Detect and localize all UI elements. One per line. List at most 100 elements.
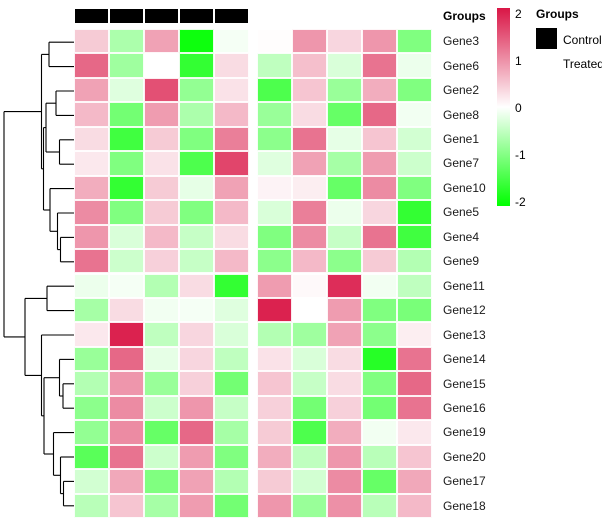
heatmap-cell [109,346,144,372]
heatmap-cell [397,224,432,250]
heatmap-cell [257,102,292,127]
heatmap-cell [214,273,249,298]
annotation-cell-control [109,8,144,24]
heatmap-cell [109,371,144,396]
heatmap-cell [397,420,432,445]
row-label-gene9: Gene9 [443,254,480,269]
treated-swatch [536,52,557,73]
heatmap-cell [397,469,432,494]
scale-tick-1: 1 [515,54,522,68]
heatmap-cell [257,493,292,518]
heatmap-cell [214,200,249,225]
heatmap-cell [257,444,292,470]
heatmap-cell [327,444,362,470]
heatmap-cell [179,77,214,103]
heatmap-cell [257,249,292,274]
heatmap-cell [74,322,109,347]
heatmap-cell [109,469,144,494]
heatmap-cell [179,444,214,470]
heatmap-cell [179,420,214,445]
heatmap-cell [292,77,327,103]
heatmap-cell [362,200,397,225]
heatmap-cell [214,151,249,176]
heatmap-cell [109,297,144,323]
annotation-cell-control [214,8,249,24]
heatmap-cell [327,77,362,103]
heatmap-cell [179,346,214,372]
heatmap-cell [179,29,214,54]
heatmap-cell [257,29,292,54]
heatmap-cell [362,395,397,421]
heatmap-cell [292,469,327,494]
row-label-gene12: Gene12 [443,303,486,318]
heatmap-cell [144,420,179,445]
heatmap-cell [214,29,249,54]
heatmap-cell [179,200,214,225]
heatmap-cell [257,224,292,250]
heatmap-cell [109,151,144,176]
heatmap-cell [179,469,214,494]
annotation-cell-control [179,8,214,24]
row-label-gene13: Gene13 [443,327,486,342]
heatmap-cell [362,29,397,54]
row-dendrogram [3,41,74,507]
heatmap-cell [74,77,109,103]
heatmap-cell [362,297,397,323]
heatmap-cell [109,29,144,54]
heatmap-cell [327,493,362,518]
heatmap-cell [362,53,397,78]
heatmap-cell [327,151,362,176]
row-label-gene20: Gene20 [443,449,486,464]
heatmap-cell [327,346,362,372]
heatmap-cell [327,102,362,127]
heatmap-cell [109,249,144,274]
heatmap-cell [144,249,179,274]
heatmap-cell [397,53,432,78]
heatmap-cell [214,297,249,323]
heatmap-cell [109,444,144,470]
heatmap-cell [214,249,249,274]
heatmap-cell [144,469,179,494]
annotation-cell-treated [257,8,292,24]
heatmap-cell [327,249,362,274]
heatmap-cell [109,395,144,421]
heatmap-cell [362,322,397,347]
heatmap-cell [327,175,362,201]
heatmap-cell [109,77,144,103]
heatmap-cell [397,322,432,347]
heatmap-cell [292,322,327,347]
annotation-cell-control [74,8,109,24]
legend-item-treated: Treated [536,52,602,76]
heatmap-cell [74,102,109,127]
heatmap-cell [144,175,179,201]
groups-legend-title: Groups [536,7,579,21]
heatmap-cell [179,224,214,250]
heatmap-cell [327,200,362,225]
row-label-gene2: Gene2 [443,83,480,98]
heatmap-cell [292,224,327,250]
heatmap-cell [257,126,292,152]
control-swatch [536,28,557,49]
heatmap-cell [397,249,432,274]
heatmap-cell [74,200,109,225]
heatmap-cell [179,175,214,201]
heatmap-cell [292,273,327,298]
heatmap-cell [257,151,292,176]
heatmap-cell [179,151,214,176]
heatmap-cell [214,420,249,445]
heatmap-cell [74,175,109,201]
row-label-gene19: Gene19 [443,425,486,440]
heatmap-cell [397,126,432,152]
heatmap-cell [257,395,292,421]
heatmap-cell [327,395,362,421]
heatmap-cell [292,200,327,225]
row-label-gene8: Gene8 [443,107,480,122]
heatmap-cell [362,469,397,494]
heatmap-cell [327,420,362,445]
heatmap-cell [362,77,397,103]
heatmap-cell [362,151,397,176]
heatmap-cell [362,126,397,152]
heatmap-cell [292,395,327,421]
annotation-cell-control [144,8,179,24]
